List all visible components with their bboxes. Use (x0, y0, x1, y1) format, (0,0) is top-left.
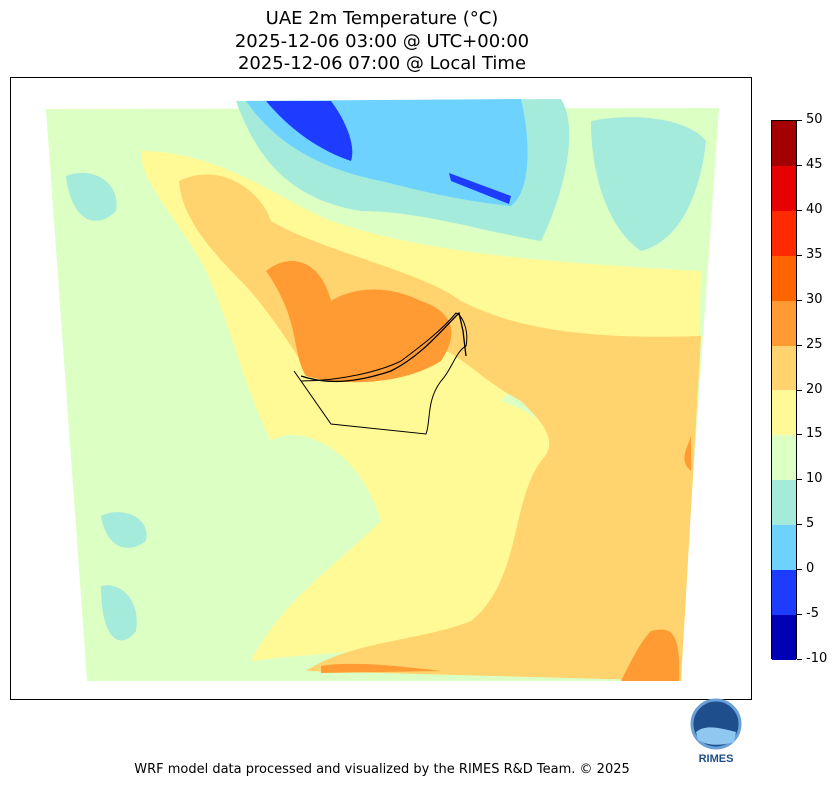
colorbar-bin (772, 614, 796, 660)
very-cold-strip (449, 173, 511, 204)
colorbar-bin (772, 480, 796, 526)
colorbar-tick-label: 40 (806, 201, 823, 217)
colorbar-tick-label: 35 (806, 246, 823, 262)
colorbar-bin (772, 525, 796, 571)
colorbar-tick-mark (797, 120, 802, 121)
colorbar-tick-mark (797, 524, 802, 526)
title-line-1: UAE 2m Temperature (°C) (265, 8, 499, 29)
logo-text: RIMES (699, 753, 734, 765)
colorbar-bin (772, 121, 796, 166)
colorbar-tick-mark (797, 434, 802, 436)
colorbar-tick-label: 20 (806, 381, 823, 397)
colorbar-bin (772, 255, 796, 301)
colorbar-tick-label: 5 (806, 516, 815, 532)
hot-region (266, 261, 452, 383)
colorbar-tick-mark (797, 344, 802, 346)
colorbar-tick-label: 0 (806, 561, 815, 577)
colorbar-bin (772, 165, 796, 211)
colorbar-tick-label: 15 (806, 426, 823, 442)
colorbar-tick-mark (797, 659, 802, 660)
cool-region-ne (591, 117, 706, 251)
uae-coast (300, 311, 467, 383)
map-frame: RIMES (10, 77, 752, 765)
footer-credit: WRF model data processed and visualized … (134, 762, 630, 777)
uae-border (293, 312, 468, 435)
colorbar-tick-label: -10 (806, 651, 828, 666)
colorbar-tick-mark (797, 299, 802, 301)
colorbar (771, 120, 797, 660)
colorbar-tick-mark (797, 209, 802, 211)
very-cold-region (266, 101, 353, 161)
cool-west (66, 172, 117, 221)
colorbar-tick-label: -5 (806, 606, 819, 622)
colorbar-tick-mark (797, 479, 802, 481)
title-line-2: 2025-12-06 03:00 @ UTC+00:00 (234, 31, 530, 52)
colorbar-bin (772, 345, 796, 391)
temperature-map (46, 99, 719, 681)
colorbar-tick-label: 10 (806, 471, 823, 487)
colorbar-bin (772, 390, 796, 436)
colorbar-tick-mark (797, 614, 802, 616)
rimes-logo: RIMES (690, 698, 742, 765)
colorbar-tick-label: 50 (806, 112, 823, 127)
colorbar-tick-mark (797, 389, 802, 391)
colorbar-tick-mark (797, 569, 802, 571)
colorbar-bin (772, 435, 796, 481)
colorbar-bin (772, 570, 796, 615)
colorbar-bin (772, 210, 796, 256)
colorbar-tick-label: 45 (806, 156, 823, 172)
colorbar-tick-mark (797, 254, 802, 256)
cool-w2 (101, 512, 147, 548)
colorbar-tick-label: 30 (806, 291, 823, 307)
hot-east (321, 436, 691, 681)
cool-sw (101, 585, 137, 641)
colorbar-tick-label: 25 (806, 336, 823, 352)
colorbar-bin (772, 300, 796, 346)
colorbar-tick-mark (797, 164, 802, 166)
title-line-3: 2025-12-06 07:00 @ Local Time (237, 53, 527, 74)
